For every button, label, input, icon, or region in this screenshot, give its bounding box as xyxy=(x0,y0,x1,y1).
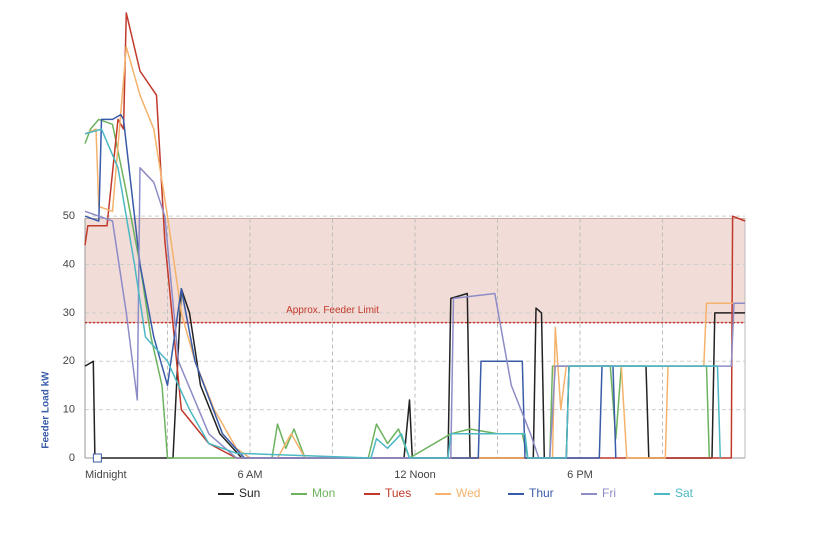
series-line xyxy=(84,113,617,459)
legend-label: Sat xyxy=(675,486,694,500)
y-tick-label: 20 xyxy=(63,355,75,367)
legend-label: Fri xyxy=(602,486,616,500)
x-tick-label: 6 AM xyxy=(237,469,262,481)
x-tick-label: 12 Noon xyxy=(394,469,436,481)
y-tick-label: 10 xyxy=(63,404,75,416)
y-tick-label: 0 xyxy=(69,452,75,464)
y-tick-label: 30 xyxy=(63,307,75,319)
x-tick-label: Midnight xyxy=(85,469,127,481)
legend-label: Mon xyxy=(312,486,335,500)
y-axis-label: Feeder Load kW xyxy=(41,371,52,449)
annotation: Approx. Feeder Limit xyxy=(286,305,379,316)
legend-label: Tues xyxy=(385,486,411,500)
range-handle xyxy=(92,453,102,463)
legend-label: Wed xyxy=(456,486,480,500)
y-tick-label: 40 xyxy=(63,258,75,270)
series-line xyxy=(84,128,722,459)
series-line xyxy=(84,167,745,459)
x-tick-label: 6 PM xyxy=(567,469,593,481)
legend-label: Sun xyxy=(239,486,260,500)
legend-label: Thur xyxy=(529,486,554,500)
y-tick-label: 50 xyxy=(63,210,75,222)
